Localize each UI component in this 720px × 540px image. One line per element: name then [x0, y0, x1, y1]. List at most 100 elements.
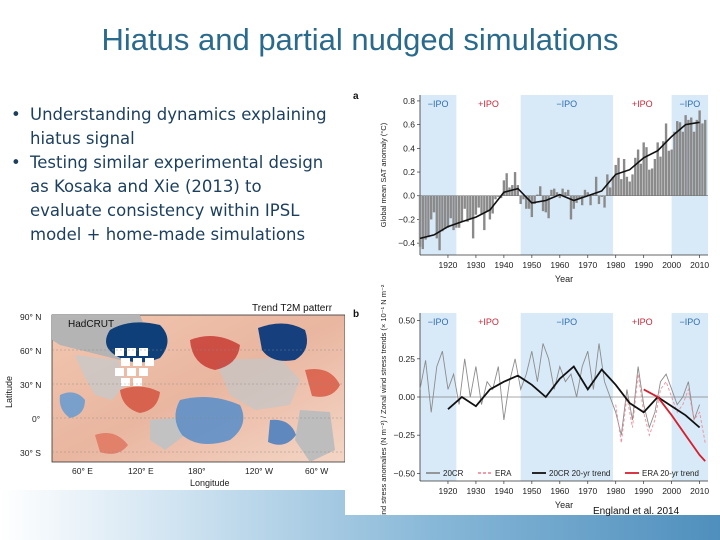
anomaly-bar [650, 168, 654, 196]
anomaly-bar [704, 119, 707, 196]
anomaly-bar [547, 195, 550, 219]
anomaly-bar [471, 195, 475, 239]
anomaly-bar [469, 195, 472, 220]
anomaly-bar [676, 121, 679, 196]
anomaly-bar [457, 195, 461, 228]
map-trend-label: Trend T2M patterr [252, 303, 333, 314]
map-lon-tick: 120° W [245, 466, 273, 476]
y-axis-label: Global mean SAT anomaly (°C) [379, 122, 388, 227]
anomaly-bar [594, 176, 598, 196]
anomaly-bar [642, 142, 645, 196]
ipo-phase-label: −IPO [428, 317, 449, 327]
anomaly-bar [452, 195, 455, 231]
anomaly-bar [583, 189, 587, 196]
x-axis-label: Year [555, 500, 573, 510]
x-tick-label: 1980 [606, 260, 625, 270]
anomaly-bar [625, 176, 629, 196]
series-line [615, 374, 706, 443]
ipo-phase-label: −IPO [428, 99, 449, 109]
ipo-phase-label: −IPO [679, 317, 700, 327]
anomaly-bar [460, 195, 464, 222]
bullet-dot-icon: • [11, 105, 21, 124]
anomaly-bar [600, 195, 603, 197]
anomaly-bar [597, 195, 601, 205]
anomaly-bar [578, 195, 581, 199]
panel-letter: b [353, 309, 359, 320]
anomaly-bar [698, 110, 701, 196]
map-cooling-region [59, 392, 85, 418]
anomaly-bar [670, 149, 673, 196]
x-tick-label: 1920 [439, 486, 458, 496]
anomaly-bar [690, 117, 693, 196]
trend-map-svg: HadCRUT Trend T2M patterr Latitude Longi… [4, 303, 346, 488]
bullet-text: Understanding dynamics explaining hiatus… [30, 105, 327, 148]
anomaly-bar [656, 142, 659, 196]
anomaly-bar [432, 195, 436, 213]
map-landmass [150, 418, 185, 450]
anomaly-bar [572, 195, 575, 209]
anomaly-bar [684, 115, 687, 196]
anomaly-bar [636, 149, 640, 196]
y-tick-label: 0.6 [403, 120, 415, 130]
anomaly-bar [553, 188, 556, 196]
x-tick-label: 2000 [662, 486, 681, 496]
map-y-axis-label: Latitude [4, 376, 14, 408]
anomaly-bar [480, 195, 483, 215]
ipo-phase-band [520, 95, 613, 255]
map-warming-region [120, 386, 160, 413]
ipo-phase-label: −IPO [679, 99, 700, 109]
anomaly-bar [667, 150, 671, 196]
anomaly-bar [418, 195, 422, 247]
anomaly-bar [692, 131, 696, 196]
ipo-phase-label: −IPO [556, 99, 577, 109]
map-lat-tick: 0° [32, 414, 40, 424]
panel-letter: a [353, 91, 359, 102]
anomaly-bar [564, 192, 567, 196]
y-tick-label: 0.00 [398, 392, 415, 402]
anomaly-bar [519, 195, 522, 205]
chart-panel-b: −IPO +IPO −IPO +IPO −IPO 0.50 0.25 0.00 −0.25 −0.… [345, 251, 720, 540]
series-line [643, 388, 706, 462]
anomaly-bar [603, 195, 606, 208]
anomaly-bar [502, 180, 506, 196]
map-lat-tick: 30° S [20, 448, 41, 458]
bullet-text: Testing similar experimental design as K… [30, 153, 324, 244]
anomaly-bar [648, 169, 651, 196]
x-tick-label: 1990 [634, 486, 653, 496]
ipo-phase-label: −IPO [556, 317, 577, 327]
x-tick-label: 1950 [522, 260, 541, 270]
ipo-phase-label: +IPO [478, 99, 499, 109]
anomaly-bar [427, 195, 430, 238]
anomaly-bar [695, 119, 699, 196]
anomaly-bar [664, 123, 668, 196]
map-x-axis-label: Longitude [190, 478, 230, 488]
anomaly-bar [446, 195, 450, 228]
trend-map-figure: HadCRUT Trend T2M patterr Latitude Longi… [0, 300, 346, 490]
anomaly-bar [586, 192, 589, 196]
map-cooling-region [268, 419, 296, 445]
y-axis-label: Zonal wind stress anomalies (N m⁻²) / Zo… [379, 283, 388, 515]
anomaly-bar [441, 195, 444, 232]
anomaly-bar [530, 195, 534, 218]
anomaly-bar [550, 189, 553, 196]
anomaly-bar [491, 195, 494, 214]
anomaly-bar [569, 195, 573, 220]
map-lat-tick: 60° N [20, 346, 41, 356]
ipo-phase-label: +IPO [632, 99, 653, 109]
anomaly-bar [455, 195, 458, 228]
anomaly-bar [477, 195, 480, 208]
anomaly-bar [611, 176, 615, 196]
legend-label: 20CR 20-yr trend [549, 469, 610, 478]
y-tick-label: 0.2 [403, 167, 415, 177]
y-tick-label: 0.8 [403, 96, 415, 106]
map-warming-region [190, 336, 240, 370]
ipo-phase-label: +IPO [632, 317, 653, 327]
anomaly-bar [634, 157, 637, 196]
x-tick-label: 2010 [690, 260, 709, 270]
y-tick-label: 0.50 [398, 316, 415, 326]
map-landmass [295, 410, 335, 462]
x-tick-label: 1960 [550, 260, 569, 270]
chart-a-svg: −IPO +IPO −IPO +IPO −IPO 0.8 0.6 0.4 0.2 0.0 −0.2 −… [353, 91, 709, 284]
x-tick-label: 1940 [494, 260, 513, 270]
map-missing-data [115, 348, 154, 386]
